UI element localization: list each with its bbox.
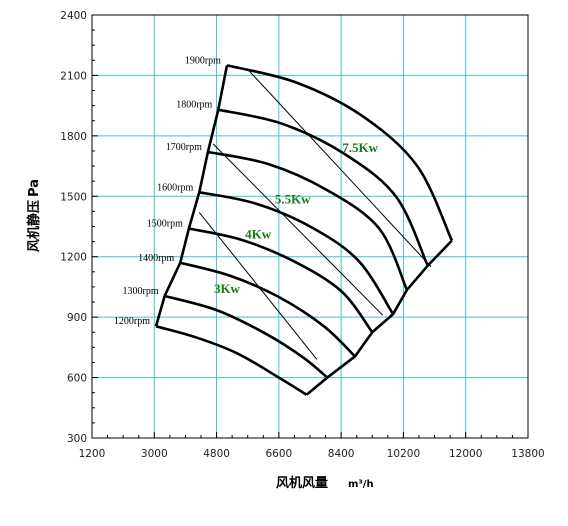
y-tick-label: 300 [67, 433, 87, 445]
rpm-curve-1800rpm [218, 108, 429, 267]
y-tick-label: 1800 [60, 131, 87, 143]
y-tick-label: 1200 [60, 252, 87, 264]
x-axis-title: 风机风量 [276, 475, 328, 491]
power-label: 3Kw [214, 281, 241, 296]
y-tick-label: 900 [67, 312, 87, 324]
rpm-curve-1200rpm [155, 324, 308, 396]
rpm-label: 1600rpm [157, 182, 193, 193]
y-tick-label: 2400 [60, 10, 87, 22]
x-tick-label: 6600 [265, 448, 292, 460]
y-axis-title: 风机静压 [26, 200, 42, 252]
y-tick-label: 1500 [60, 191, 87, 203]
rpm-label: 1900rpm [185, 55, 221, 66]
power-label: 5.5Kw [275, 191, 311, 206]
rpm-curves [154, 64, 454, 396]
x-axis-unit: m³/h [348, 479, 374, 490]
y-tick-label: 600 [67, 373, 87, 385]
labels: 1200rpm 1300rpm 1400rpm 1500rpm 1600rpm 1700r… [114, 55, 379, 327]
rpm-curve-1700rpm [207, 150, 409, 291]
rpm-label: 1200rpm [114, 316, 150, 327]
grid-lines [92, 15, 528, 438]
axes: 1200 3000 4800 6600 8400 10200 12000 13800 300 60… [60, 10, 544, 460]
rpm-curve-1400rpm [179, 261, 356, 358]
rpm-label: 1500rpm [147, 219, 183, 230]
x-tick-label: 1200 [79, 448, 106, 460]
rpm-label: 1400rpm [138, 253, 174, 264]
power-line [198, 212, 318, 360]
rpm-curve-1500rpm [188, 227, 374, 334]
x-tick-label: 12000 [449, 448, 482, 460]
power-line [212, 143, 384, 316]
left-boundary-line [154, 65, 229, 327]
power-label: 4Kw [245, 227, 272, 242]
power-line [247, 69, 432, 268]
power-label: 7.5Kw [342, 140, 378, 155]
rpm-curve-1300rpm [164, 294, 329, 379]
right-boundary-line [305, 239, 453, 396]
rpm-curve-1600rpm [199, 191, 395, 315]
power-lines [198, 69, 432, 360]
x-tick-label: 3000 [141, 448, 168, 460]
rpm-label: 1700rpm [166, 142, 202, 153]
x-tick-label: 4800 [203, 448, 230, 460]
x-tick-label: 8400 [328, 448, 355, 460]
y-tick-label: 2100 [60, 70, 87, 82]
x-tick-label: 10200 [387, 448, 420, 460]
rpm-label: 1300rpm [123, 286, 159, 297]
rpm-label: 1800rpm [176, 100, 212, 111]
x-tick-label: 13800 [511, 448, 544, 460]
y-axis-unit: Pa [27, 179, 42, 197]
rpm-curve-1900rpm [226, 64, 454, 242]
